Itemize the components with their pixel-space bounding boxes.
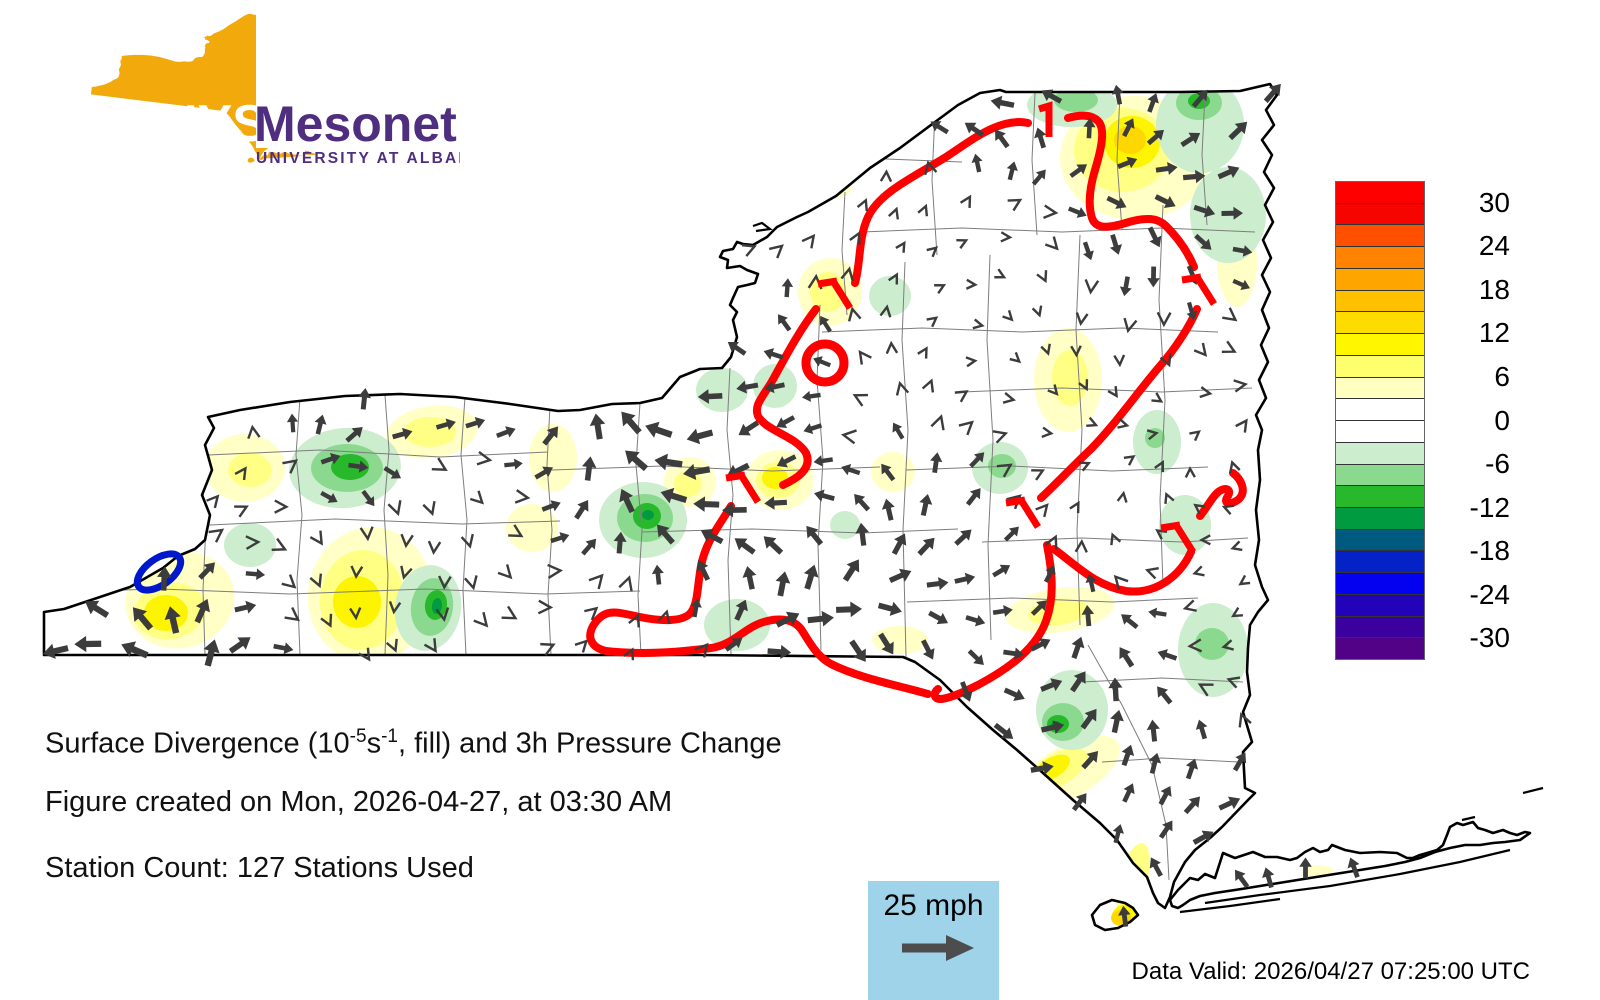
title-superscript-1: -5: [349, 726, 367, 747]
colorbar-tick-label: 6: [1494, 361, 1510, 392]
colorbar-segment: [1336, 485, 1424, 508]
figure-created-text: Figure created on Mon, 2026-04-27, at 03…: [45, 786, 673, 818]
data-valid-timestamp: Data Valid: 2026/04/27 07:25:00 UTC: [1131, 958, 1530, 985]
colorbar-segment: [1336, 202, 1424, 225]
colorbar-segment: [1336, 593, 1424, 616]
title-superscript-2: -1: [381, 726, 398, 747]
nys-mesonet-logo: NYS Mesonet UNIVERSITY AT ALBANY: [90, 0, 460, 167]
colorbar-segment: [1336, 376, 1424, 399]
colorbar-tick-label: 30: [1478, 186, 1510, 218]
colorbar-segment: [1336, 289, 1424, 312]
wind-speed-label: 25 mph: [883, 889, 984, 922]
logo-acronym: NYS: [160, 95, 267, 153]
colorbar-labels: 30 24 18 12 6 0 -6 -12 -18 -24 -30: [1432, 181, 1510, 660]
title-prefix: Surface Divergence (10: [45, 727, 350, 760]
wind-speed-legend: 25 mph: [868, 881, 999, 1000]
coastline-detail-layer: [752, 221, 1544, 914]
colorbar-tick-label: 24: [1478, 230, 1510, 262]
logo-name: Mesonet: [254, 96, 457, 152]
logo-subtitle: UNIVERSITY AT ALBANY: [256, 150, 460, 167]
colorbar-segment: [1336, 528, 1424, 551]
divergence-colorbar: [1335, 181, 1425, 660]
colorbar-tick-label: 0: [1494, 404, 1510, 436]
colorbar-segment: [1336, 441, 1424, 464]
station-count-text: Station Count: 127 Stations Used: [45, 852, 474, 884]
colorbar-segment: [1336, 267, 1424, 290]
colorbar-tick-label: 18: [1478, 273, 1510, 305]
state-outline-layer: [42, 82, 1532, 932]
colorbar-segment: [1336, 224, 1424, 247]
colorbar-segment: [1336, 246, 1424, 268]
colorbar-tick-label: -18: [1469, 535, 1510, 567]
title-suffix: , fill) and 3h Pressure Change: [397, 727, 782, 760]
wind-arrows-layer: [42, 83, 1363, 927]
colorbar-tick-label: -12: [1469, 491, 1510, 523]
colorbar-tick-label: -24: [1469, 578, 1510, 610]
wind-arrow-icon: [901, 935, 974, 961]
colorbar-tick-label: -30: [1469, 622, 1510, 654]
colorbar-segment: [1336, 507, 1424, 529]
colorbar-segment: [1336, 550, 1424, 573]
colorbar-segment: [1336, 398, 1424, 421]
colorbar-segment: [1336, 354, 1424, 377]
colorbar-segment: [1336, 463, 1424, 486]
colorbar-segment: [1336, 572, 1424, 594]
figure-title: Surface Divergence (10-5s-1, fill) and 3…: [45, 726, 782, 761]
colorbar-segment: [1336, 637, 1424, 660]
title-mid: s: [366, 727, 382, 760]
colorbar-segment: [1336, 311, 1424, 334]
colorbar-segment: [1336, 333, 1424, 355]
colorbar-tick-label: -6: [1485, 448, 1510, 479]
logo-divider: [256, 0, 460, 148]
colorbar-segment: [1336, 182, 1424, 203]
contour-value-labels: [725, 101, 1217, 554]
ny-state-logo-shape: [90, 13, 318, 163]
colorbar-tick-label: 12: [1478, 317, 1510, 349]
colorbar-segment: [1336, 615, 1424, 638]
colorbar-segment: [1336, 420, 1424, 442]
